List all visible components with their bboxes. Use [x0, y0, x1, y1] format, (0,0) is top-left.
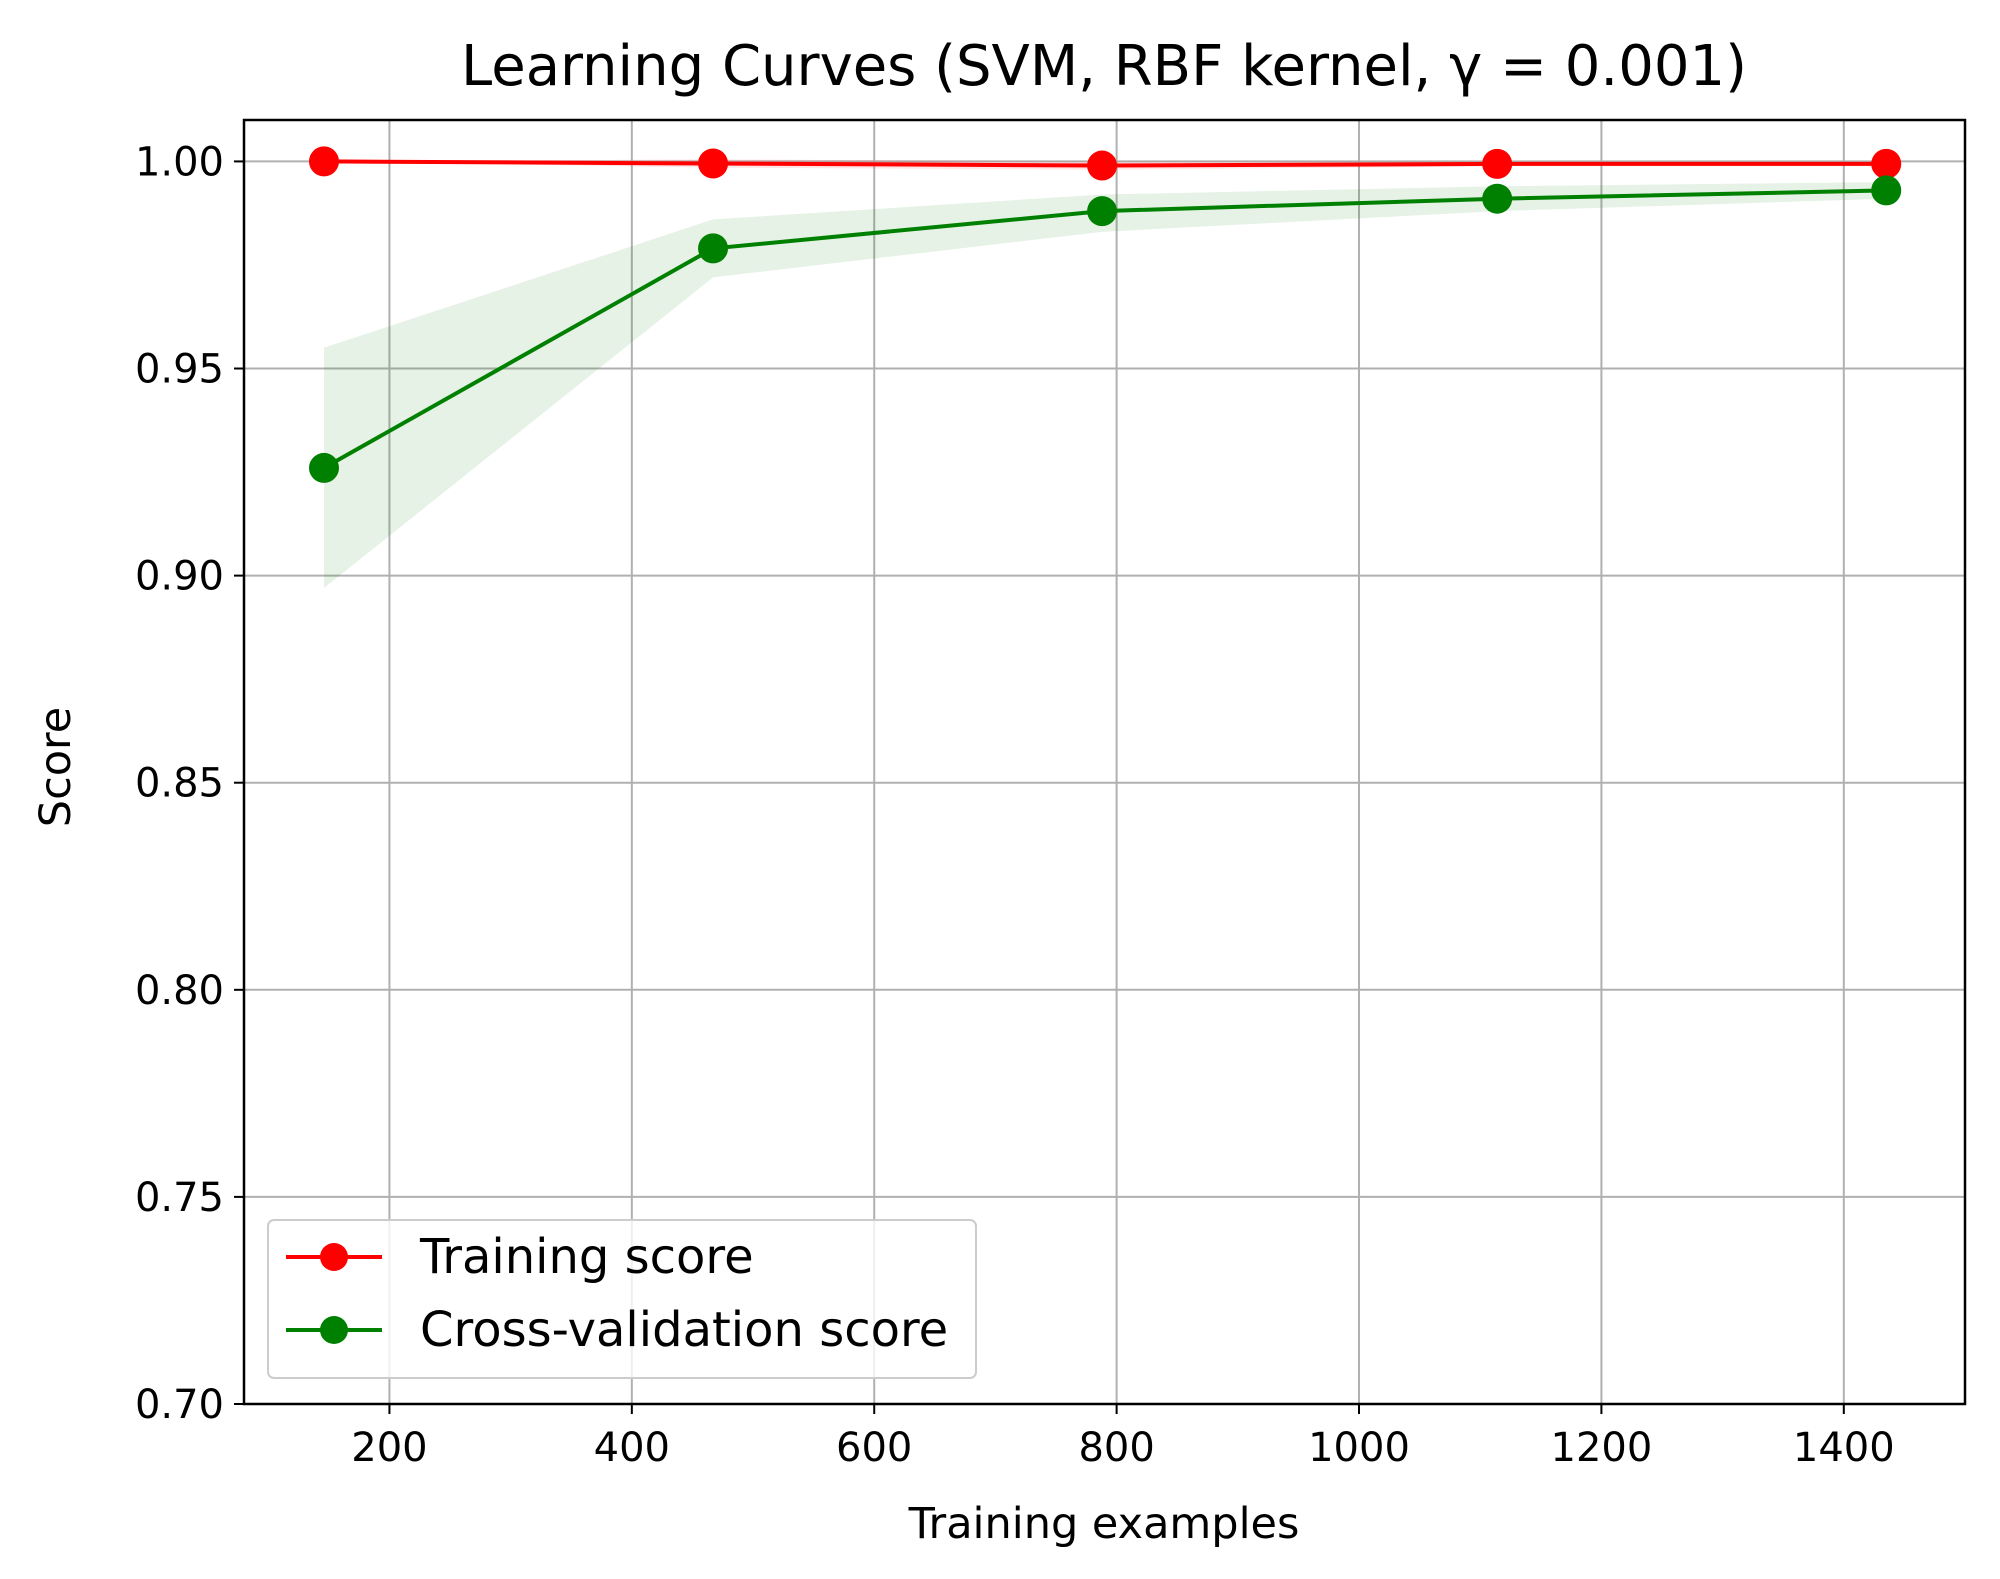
- x-tick-label: 1400: [1793, 1425, 1895, 1471]
- point-training: [698, 148, 729, 179]
- point-cv: [698, 233, 729, 264]
- y-tick-label: 0.85: [135, 761, 224, 807]
- point-cv: [1482, 183, 1513, 214]
- y-axis-label: Score: [31, 707, 81, 827]
- x-tick-label: 1000: [1308, 1425, 1410, 1471]
- y-tick-label: 0.75: [135, 1175, 224, 1221]
- chart-title: Learning Curves (SVM, RBF kernel, γ = 0.…: [461, 34, 1747, 99]
- legend-frame: [267, 1219, 977, 1379]
- legend-label-cv: Cross-validation score: [420, 1302, 948, 1358]
- x-tick-label: 800: [1078, 1425, 1154, 1471]
- point-training: [308, 146, 339, 177]
- x-tick-label: 400: [594, 1425, 670, 1471]
- x-axis-label: Training examples: [908, 1499, 1300, 1549]
- point-cv: [308, 452, 339, 483]
- point-training: [1087, 150, 1118, 181]
- point-training: [1871, 148, 1902, 179]
- x-tick-label: 200: [351, 1425, 427, 1471]
- y-tick-label: 0.90: [135, 554, 224, 600]
- y-tick-label: 0.80: [135, 968, 224, 1014]
- legend-marker-training: [320, 1243, 348, 1271]
- data-series: [308, 146, 1902, 483]
- point-cv: [1871, 175, 1902, 206]
- x-tick-label: 600: [836, 1425, 912, 1471]
- point-cv: [1087, 196, 1118, 227]
- y-tick-label: 0.70: [135, 1382, 224, 1428]
- y-tick-label: 0.95: [135, 347, 224, 393]
- point-training: [1482, 148, 1513, 179]
- plot-area-frame: [242, 118, 1967, 1406]
- axis-ticks: 200 400 600 800 1000 1200 1400 0.70 0.75 0.80 0.85…: [135, 139, 1895, 1471]
- legend-label-training: Training score: [419, 1229, 754, 1285]
- legend: Training score Cross-validation score: [267, 1219, 977, 1379]
- legend-marker-cv: [320, 1316, 348, 1344]
- y-tick-label: 1.00: [135, 139, 224, 185]
- x-tick-label: 1200: [1551, 1425, 1653, 1471]
